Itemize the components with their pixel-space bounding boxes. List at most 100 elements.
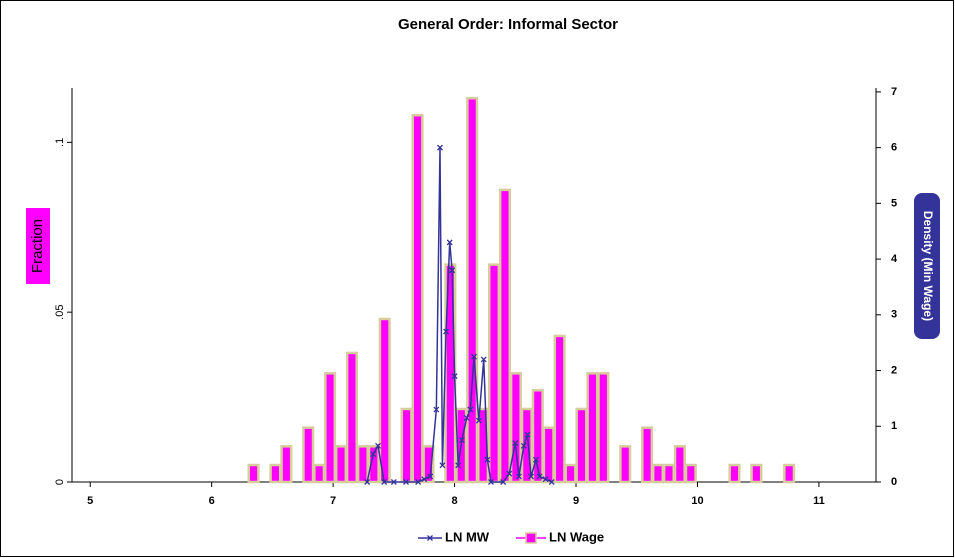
histogram-bar: [411, 113, 424, 484]
x-tick-label: 5: [87, 495, 93, 507]
histogram-bar: [641, 426, 654, 484]
y-tick-label: .05: [54, 305, 66, 320]
histogram-bar: [509, 372, 522, 484]
legend-swatch-marker: [427, 535, 433, 541]
legend-swatch-box: [525, 532, 537, 544]
density-marker: [415, 479, 422, 485]
y2-tick-label: 0: [891, 476, 897, 488]
density-marker: [500, 479, 507, 485]
histogram-bar: [619, 445, 632, 484]
density-marker: [381, 479, 388, 485]
density-marker: [364, 479, 371, 485]
histogram-bar: [564, 463, 577, 484]
density-marker: [520, 442, 527, 449]
y-tick-label: .1: [54, 138, 66, 147]
histogram-bar: [466, 96, 479, 484]
x-tick-label: 8: [452, 495, 458, 507]
histogram-bar: [247, 463, 260, 484]
density-marker: [484, 456, 491, 463]
histogram-bar: [783, 463, 796, 484]
histogram-bar: [553, 334, 566, 484]
legend-label: LN MW: [445, 529, 490, 544]
density-marker: [475, 417, 482, 424]
density-line: [366, 147, 553, 483]
y-tick-label: 0: [54, 479, 66, 485]
histogram-bar: [586, 372, 599, 484]
density-marker: [451, 373, 458, 380]
histogram-bar: [302, 426, 315, 484]
y2-label-bg: [914, 193, 940, 339]
histogram-bar: [400, 407, 413, 484]
y2-tick-label: 3: [891, 309, 897, 321]
density-marker: [536, 473, 543, 480]
y2-tick-label: 2: [891, 364, 897, 376]
histogram-bar: [280, 445, 293, 484]
y-axis-label: Fraction: [29, 219, 46, 273]
density-marker: [458, 437, 465, 444]
density-marker: [455, 462, 462, 469]
density-marker: [403, 479, 409, 485]
density-marker: [463, 414, 470, 421]
legend-label: LN Wage: [549, 529, 604, 544]
histogram-bar: [728, 463, 741, 484]
density-marker: [375, 442, 382, 449]
density-marker: [437, 144, 443, 151]
histogram-bar: [662, 463, 675, 484]
density-marker: [390, 479, 397, 485]
density-marker: [512, 440, 519, 446]
x-tick-label: 10: [691, 495, 703, 507]
histogram-bar: [498, 188, 512, 484]
x-tick-label: 11: [813, 495, 825, 507]
density-marker: [532, 456, 539, 463]
histogram-bar: [422, 445, 435, 484]
density-marker: [528, 473, 535, 480]
histogram-bar: [345, 351, 359, 484]
histogram-bar: [684, 463, 697, 484]
density-marker: [439, 462, 446, 469]
histogram-bar: [531, 389, 544, 484]
density-marker: [471, 353, 477, 360]
histogram-bar: [367, 445, 380, 484]
histogram-bar: [673, 445, 686, 484]
y2-axis-label: Density (Min Wage): [921, 211, 935, 321]
histogram-bar: [750, 463, 763, 484]
x-tick-label: 9: [573, 495, 579, 507]
histogram-bar: [542, 426, 555, 484]
density-marker: [515, 473, 522, 480]
y2-tick-label: 7: [891, 86, 897, 98]
histogram-bar: [477, 407, 490, 484]
y2-tick-label: 1: [891, 420, 897, 432]
histogram-bar: [356, 445, 369, 484]
density-marker: [488, 479, 494, 485]
y2-tick-label: 6: [891, 142, 897, 154]
histogram-bar: [575, 407, 588, 484]
histogram-bar: [520, 407, 533, 484]
density-marker: [446, 239, 453, 246]
histogram-bar: [313, 463, 326, 484]
density-marker: [433, 406, 440, 413]
histogram-bar: [324, 372, 337, 484]
density-marker: [370, 451, 377, 458]
histogram-bar: [334, 445, 348, 484]
histogram-bar: [269, 463, 282, 484]
y2-tick-label: 5: [891, 197, 897, 209]
density-marker: [449, 267, 456, 274]
y-label-bg: [26, 208, 50, 284]
histogram-bar: [487, 263, 501, 484]
x-tick-label: 6: [209, 495, 215, 507]
density-marker: [421, 476, 428, 483]
x-tick-label: 7: [330, 495, 336, 507]
density-marker: [467, 406, 474, 413]
histogram-bar: [378, 317, 391, 484]
density-marker: [542, 476, 549, 483]
histogram-bar: [651, 463, 665, 484]
histogram-bar: [597, 372, 610, 484]
density-marker: [443, 328, 450, 335]
density-marker: [480, 356, 487, 363]
density-marker: [506, 470, 513, 477]
chart-title: General Order: Informal Sector: [398, 16, 618, 33]
density-marker: [524, 431, 531, 438]
density-marker: [427, 473, 434, 480]
density-marker: [548, 479, 555, 485]
